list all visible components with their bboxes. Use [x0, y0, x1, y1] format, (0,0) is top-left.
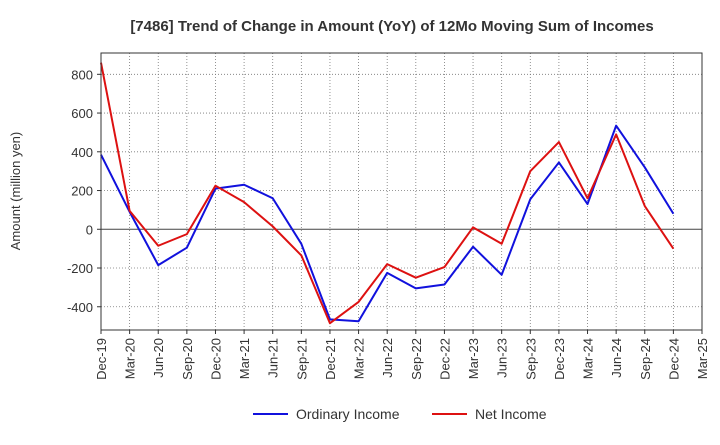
- x-tick-label: Dec-22: [437, 338, 452, 380]
- x-tick-label: Sep-24: [638, 338, 653, 380]
- x-tick-label: Mar-22: [352, 338, 367, 379]
- x-tick-label: Jun-24: [609, 338, 624, 378]
- x-tick-label: Jun-20: [151, 338, 166, 378]
- x-tick-label: Sep-21: [294, 338, 309, 380]
- series-line-net-income: [100, 62, 675, 325]
- legend-label: Ordinary Income: [296, 406, 400, 422]
- legend-label: Net Income: [475, 406, 547, 422]
- y-tick-label: 800: [71, 67, 93, 82]
- y-tick-label: 400: [71, 145, 93, 160]
- y-tick-labels: 800 600 400 200 0 -200 -400: [67, 67, 101, 315]
- x-tick-label: Sep-23: [523, 338, 538, 380]
- y-tick-label: 0: [86, 222, 93, 237]
- x-tick-labels: Dec-19 Mar-20 Jun-20 Sep-20 Dec-20 Mar-21 Jun-…: [94, 330, 710, 380]
- grid-layer: [101, 53, 702, 330]
- x-tick-label: Mar-21: [237, 338, 252, 379]
- series-layer: [100, 62, 675, 325]
- x-tick-label: Mar-20: [123, 338, 138, 379]
- y-axis-label: Amount (million yen): [8, 132, 23, 251]
- legend: Ordinary Income Net Income: [253, 406, 547, 422]
- y-tick-label: -400: [67, 300, 93, 315]
- y-tick-label: 200: [71, 184, 93, 199]
- x-tick-label: Jun-23: [495, 338, 510, 378]
- x-tick-label: Dec-24: [666, 338, 681, 380]
- x-tick-label: Dec-23: [552, 338, 567, 380]
- x-tick-label: Jun-21: [266, 338, 281, 378]
- x-tick-label: Sep-20: [180, 338, 195, 380]
- series-line-ordinary-income: [100, 124, 675, 323]
- x-tick-label: Dec-20: [208, 338, 223, 380]
- x-tick-label: Dec-19: [94, 338, 109, 380]
- x-tick-label: Dec-21: [323, 338, 338, 380]
- x-tick-label: Jun-22: [380, 338, 395, 378]
- x-tick-label: Sep-22: [409, 338, 424, 380]
- x-tick-label: Mar-24: [581, 338, 596, 379]
- y-tick-label: 600: [71, 106, 93, 121]
- x-tick-label: Mar-23: [466, 338, 481, 379]
- plot-frame: [100, 52, 703, 331]
- x-tick-label: Mar-25: [695, 338, 710, 379]
- chart-title: [7486] Trend of Change in Amount (YoY) o…: [130, 18, 653, 35]
- y-tick-label: -200: [67, 261, 93, 276]
